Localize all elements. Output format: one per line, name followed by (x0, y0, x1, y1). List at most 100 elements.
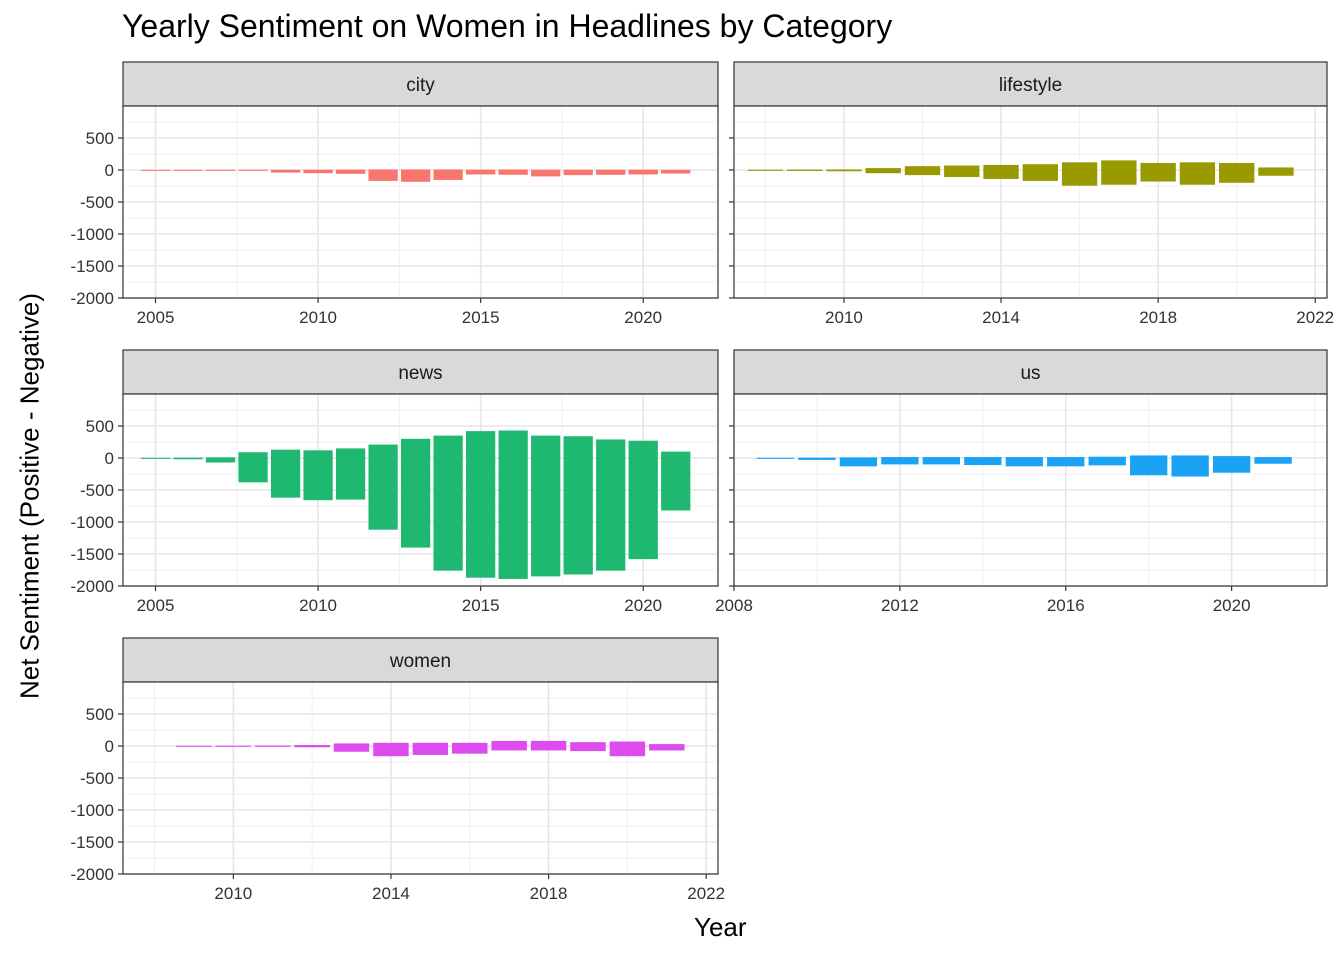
bar-positive-2007 (205, 169, 236, 171)
bar-negative-2006 (173, 458, 203, 460)
bar-positive-2005 (140, 169, 171, 171)
bar-positive-2017 (1088, 456, 1126, 458)
bar-positive-2011 (335, 448, 366, 458)
facet-us: us 2008 2012 2016 2020 (715, 349, 1328, 615)
bar-negative-2020 (1219, 170, 1255, 183)
bar-negative-2017 (1101, 170, 1137, 185)
bar-negative-2017 (531, 170, 561, 177)
bar-negative-2015 (412, 746, 449, 755)
x-tick-label: 2014 (982, 308, 1020, 327)
bar-negative-2015 (1005, 458, 1043, 467)
bar-positive-2011 (865, 168, 901, 170)
bar-positive-2018 (563, 436, 593, 458)
bar-negative-2021 (1258, 170, 1294, 176)
bar-positive-2020 (628, 440, 658, 458)
bar-positive-2011 (335, 169, 366, 171)
bar-positive-2015 (1005, 457, 1043, 458)
bar-negative-2014 (964, 458, 1002, 466)
facet-strip-label: lifestyle (999, 75, 1062, 96)
x-tick-label: 2020 (624, 596, 662, 615)
bar-negative-2019 (596, 170, 626, 175)
bar-negative-2018 (563, 170, 593, 176)
bar-positive-2008 (238, 169, 268, 171)
facet-strip (122, 637, 719, 683)
x-tick-label: 2020 (1213, 596, 1251, 615)
bar-negative-2016 (1047, 458, 1085, 467)
y-tick-label: -1500 (71, 257, 114, 276)
bar-positive-2018 (1140, 162, 1176, 170)
bar-positive-2018 (563, 169, 593, 171)
y-tick-label: -1500 (71, 545, 114, 564)
bar-positive-2013 (400, 438, 431, 458)
bar-negative-2012 (368, 170, 398, 181)
y-tick-label: 500 (86, 705, 114, 724)
bar-negative-2021 (661, 170, 691, 174)
bar-positive-2009 (787, 169, 823, 171)
bar-positive-2008 (238, 452, 268, 458)
bar-positive-2012 (904, 166, 941, 170)
y-tick-label: 0 (105, 737, 114, 756)
bar-positive-2010 (303, 450, 333, 458)
bar-positive-2006 (173, 457, 203, 459)
x-tick-label: 2010 (214, 884, 252, 903)
bar-positive-2014 (373, 742, 409, 746)
facet-strip (733, 349, 1328, 395)
bar-negative-2010 (303, 170, 333, 174)
bar-negative-2021 (649, 746, 685, 751)
bar-positive-2021 (1254, 457, 1292, 458)
y-tick-label: -500 (80, 193, 114, 212)
bar-positive-2014 (983, 164, 1019, 170)
facet-strip-label: us (1020, 363, 1040, 384)
bar-positive-2013 (944, 165, 980, 170)
bar-positive-2015 (412, 742, 449, 746)
bar-negative-2019 (596, 458, 626, 571)
bar-negative-2009 (270, 458, 301, 498)
bar-positive-2010 (215, 745, 252, 747)
y-tick-label: -1000 (71, 225, 114, 244)
y-tick-label: -500 (80, 769, 114, 788)
facet-strip (122, 349, 719, 395)
bar-negative-2015 (466, 458, 496, 578)
bar-negative-2016 (452, 746, 488, 754)
x-tick-label: 2018 (530, 884, 568, 903)
y-tick-label: -1000 (71, 513, 114, 532)
bar-negative-2012 (881, 458, 919, 465)
bar-negative-2021 (661, 458, 691, 511)
bar-negative-2017 (491, 746, 527, 751)
bar-negative-2018 (1140, 170, 1176, 182)
bar-positive-2016 (498, 169, 528, 171)
bar-positive-2014 (433, 435, 463, 458)
bar-negative-2019 (1179, 170, 1216, 185)
x-tick-label: 2020 (624, 308, 662, 327)
bar-positive-2005 (140, 457, 171, 459)
bar-negative-2007 (205, 458, 236, 463)
facet-strip (733, 61, 1328, 107)
bar-positive-2018 (1130, 455, 1168, 458)
y-tick-label: -2000 (71, 577, 114, 596)
bar-negative-2011 (865, 170, 901, 174)
bar-positive-2011 (255, 745, 291, 747)
bar-positive-2016 (1047, 457, 1085, 458)
bar-positive-2017 (1101, 160, 1137, 170)
bar-negative-2017 (1088, 458, 1126, 466)
bar-negative-2019 (570, 746, 606, 752)
bar-negative-2018 (1130, 458, 1168, 476)
bar-positive-2019 (596, 169, 626, 171)
bar-positive-2012 (368, 444, 398, 458)
bar-positive-2021 (661, 451, 691, 458)
bar-negative-2008 (238, 458, 268, 483)
bar-negative-2010 (826, 170, 862, 172)
x-tick-label: 2010 (299, 596, 337, 615)
x-tick-label: 2015 (462, 308, 500, 327)
bar-positive-2008 (747, 169, 784, 171)
x-tick-label: 2008 (715, 596, 753, 615)
bar-negative-2016 (1061, 170, 1098, 186)
x-tick-label: 2010 (299, 308, 337, 327)
bar-positive-2007 (205, 457, 236, 459)
y-tick-label: 500 (86, 129, 114, 148)
y-tick-label: -1000 (71, 801, 114, 820)
bar-positive-2021 (661, 169, 691, 171)
bar-negative-2012 (294, 746, 330, 748)
bar-negative-2013 (944, 170, 980, 178)
